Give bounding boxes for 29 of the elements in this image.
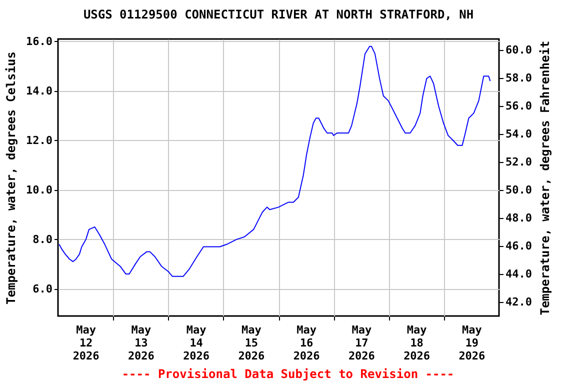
y2-tick-label: 52.0	[506, 156, 532, 169]
y-tick-label: 14.0	[26, 84, 52, 98]
x-tick-label: May 15 2026	[238, 324, 266, 362]
y2-tick-label: 46.0	[506, 240, 532, 253]
y2-tick-label: 42.0	[506, 296, 532, 309]
x-tick-label: May 18 2026	[404, 324, 430, 362]
y2-tick-label: 56.0	[506, 100, 532, 113]
y2-tick-label: 50.0	[506, 184, 532, 197]
y2-tick-label: 58.0	[506, 72, 532, 85]
x-tick-label: May 13 2026	[128, 324, 155, 362]
chart-title: USGS 01129500 CONNECTICUT RIVER AT NORTH STRATFORD, NH	[83, 7, 474, 22]
x-tick-label: May 19 2026	[458, 324, 486, 362]
y-tick-label: 6.0	[32, 282, 52, 296]
y2-axis-title: Temperature, water, degrees Fahrenheit	[538, 40, 552, 316]
y2-tick-label: 60.0	[506, 44, 532, 57]
x-tick-label: May 14 2026	[183, 324, 210, 362]
y-axis-title: Temperature, water, degrees Celsius	[4, 52, 18, 304]
y2-tick-label: 44.0	[506, 268, 532, 281]
x-tick-label: May 12 2026	[72, 324, 100, 362]
x-tick-label: May 17 2026	[348, 324, 376, 362]
y2-tick-label: 48.0	[506, 212, 532, 225]
y-tick-label: 12.0	[26, 134, 52, 147]
text: ---- Provisional Data Subject to Revision ----	[120, 367, 456, 381]
y-tick-label: 8.0	[32, 232, 52, 246]
y2-tick-label: 54.0	[506, 128, 532, 141]
y-tick-label: 10.0	[26, 183, 52, 196]
line-series	[58, 46, 491, 277]
x-tick-label: May 16 2026	[293, 324, 320, 362]
y-tick-label: 16.0	[26, 34, 52, 48]
